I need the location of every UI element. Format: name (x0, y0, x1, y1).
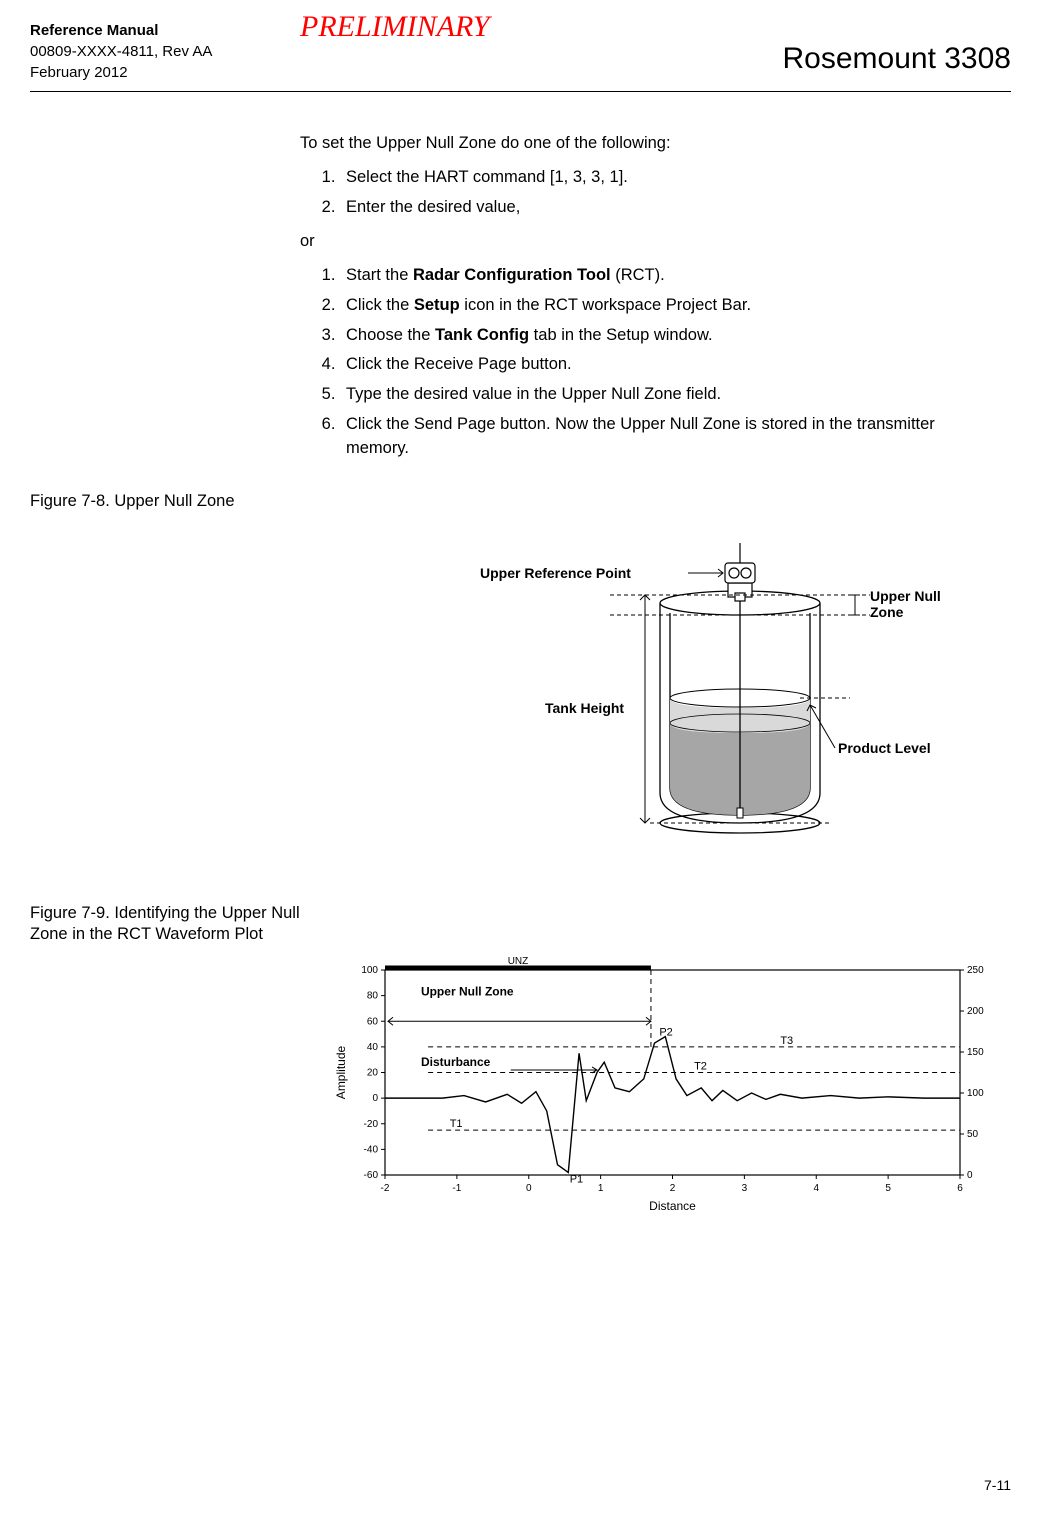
steps-list-b: Start the Radar Configuration Tool (RCT)… (340, 264, 1001, 461)
svg-text:250: 250 (967, 965, 984, 976)
preliminary-watermark: PRELIMINARY (300, 10, 489, 44)
step-b1-bold: Radar Configuration Tool (413, 266, 611, 284)
manual-title: Reference Manual (30, 20, 212, 41)
svg-text:4: 4 (813, 1183, 819, 1194)
step-b2-pre: Click the (346, 296, 414, 314)
figure-7-9-caption: Figure 7-9. Identifying the Upper Null Z… (30, 903, 310, 946)
step-b2: Click the Setup icon in the RCT workspac… (340, 294, 1001, 318)
product-level-label: Product Level (838, 740, 931, 756)
svg-text:50: 50 (967, 1129, 979, 1140)
svg-text:-40: -40 (364, 1145, 379, 1156)
svg-text:60: 60 (367, 1017, 379, 1028)
svg-text:Upper Null Zone: Upper Null Zone (421, 985, 514, 999)
step-b2-bold: Setup (414, 296, 460, 314)
svg-text:0: 0 (967, 1170, 973, 1181)
svg-text:T3: T3 (780, 1035, 793, 1047)
figure-7-8-caption: Figure 7-8. Upper Null Zone (30, 491, 1011, 512)
svg-text:Distance: Distance (649, 1199, 696, 1213)
svg-text:-60: -60 (364, 1170, 379, 1181)
svg-text:6: 6 (957, 1183, 963, 1194)
svg-text:1: 1 (598, 1183, 604, 1194)
svg-text:200: 200 (967, 1006, 984, 1017)
step-b1-post: (RCT). (611, 266, 665, 284)
step-b1: Start the Radar Configuration Tool (RCT)… (340, 264, 1001, 288)
svg-text:0: 0 (372, 1094, 378, 1105)
step-b3-pre: Choose the (346, 326, 435, 344)
header-left: Reference Manual 00809-XXXX-4811, Rev AA… (30, 20, 212, 83)
urp-label: Upper Reference Point (480, 565, 631, 581)
or-separator: or (300, 230, 1001, 254)
figure-7-8: Upper Reference Point Upper Null Zone Ta… (30, 523, 1011, 873)
page-number: 7-11 (984, 1477, 1011, 1493)
unz-label-1: Upper Null (870, 588, 941, 604)
doc-number: 00809-XXXX-4811, Rev AA (30, 41, 212, 62)
svg-text:3: 3 (742, 1183, 748, 1194)
doc-date: February 2012 (30, 62, 212, 83)
svg-text:2: 2 (670, 1183, 676, 1194)
svg-text:100: 100 (361, 965, 378, 976)
svg-text:T2: T2 (694, 1061, 707, 1073)
step-b5: Type the desired value in the Upper Null… (340, 383, 1001, 407)
step-b2-post: icon in the RCT workspace Project Bar. (460, 296, 751, 314)
step-b3-post: tab in the Setup window. (529, 326, 712, 344)
svg-text:Disturbance: Disturbance (421, 1056, 491, 1070)
svg-text:150: 150 (967, 1047, 984, 1058)
svg-text:T1: T1 (450, 1119, 463, 1131)
svg-text:-2: -2 (381, 1183, 390, 1194)
step-b4: Click the Receive Page button. (340, 353, 1001, 377)
svg-text:40: 40 (367, 1042, 379, 1053)
body-content: To set the Upper Null Zone do one of the… (300, 132, 1001, 461)
step-b3: Choose the Tank Config tab in the Setup … (340, 324, 1001, 348)
page-header: Reference Manual 00809-XXXX-4811, Rev AA… (30, 20, 1011, 92)
figure-7-9: UNZ-60-40-20020406080100050100150200250-… (30, 955, 1011, 1255)
svg-text:P2: P2 (659, 1027, 672, 1039)
svg-text:P1: P1 (570, 1174, 583, 1186)
svg-text:-1: -1 (452, 1183, 461, 1194)
svg-text:UNZ: UNZ (508, 956, 529, 967)
step-b1-pre: Start the (346, 266, 413, 284)
steps-list-a: Select the HART command [1, 3, 3, 1]. En… (340, 166, 1001, 220)
tank-diagram: Upper Reference Point Upper Null Zone Ta… (310, 523, 1010, 863)
intro-text: To set the Upper Null Zone do one of the… (300, 132, 1001, 156)
tank-height-label: Tank Height (545, 700, 624, 716)
svg-text:5: 5 (885, 1183, 891, 1194)
waveform-plot: UNZ-60-40-20020406080100050100150200250-… (330, 955, 1030, 1235)
svg-text:Amplitude: Amplitude (334, 1046, 348, 1100)
step-a1: Select the HART command [1, 3, 3, 1]. (340, 166, 1001, 190)
step-b3-bold: Tank Config (435, 326, 529, 344)
unz-label-2: Zone (870, 604, 904, 620)
svg-text:0: 0 (526, 1183, 532, 1194)
svg-text:100: 100 (967, 1088, 984, 1099)
svg-text:-20: -20 (364, 1119, 379, 1130)
svg-text:80: 80 (367, 991, 379, 1002)
product-title: Rosemount 3308 (783, 42, 1012, 76)
svg-text:20: 20 (367, 1068, 379, 1079)
step-a2: Enter the desired value, (340, 196, 1001, 220)
step-b6: Click the Send Page button. Now the Uppe… (340, 413, 1001, 461)
